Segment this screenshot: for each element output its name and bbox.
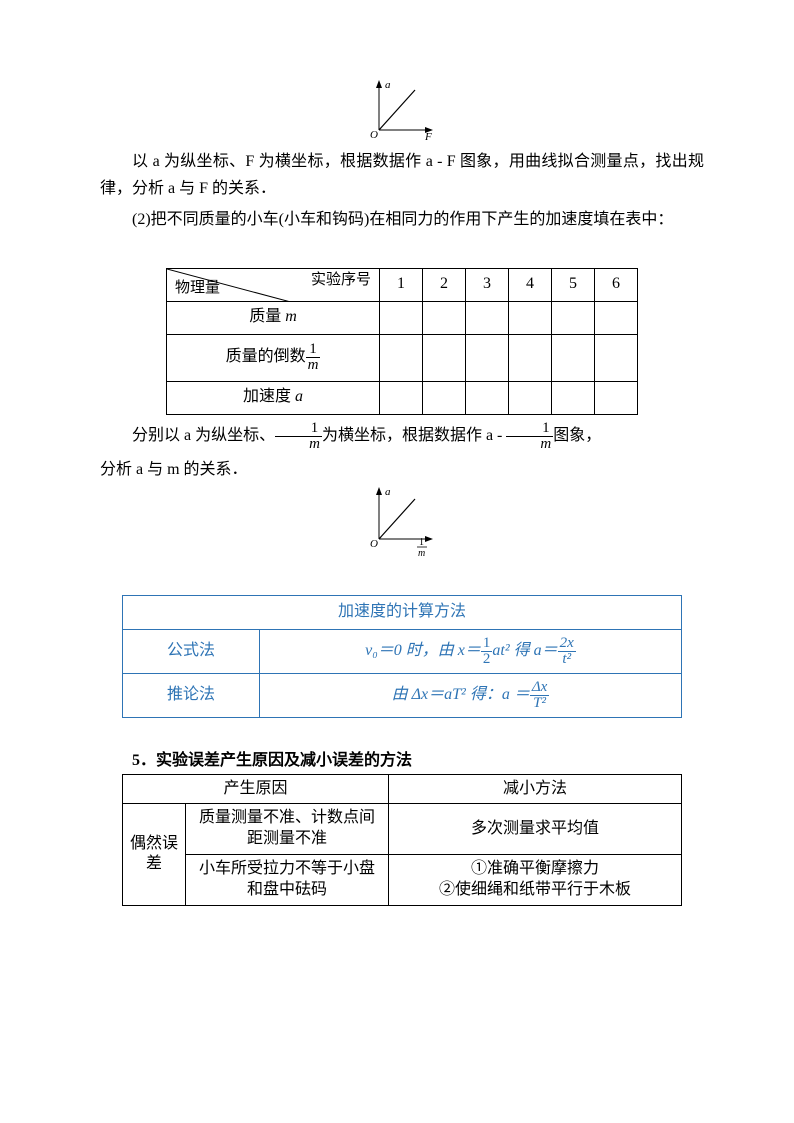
err-header-cause: 产生原因 [123, 774, 389, 804]
paragraph-1: 以 a 为纵坐标、F 为横坐标，根据数据作 a - F 图象，用曲线拟合测量点，… [100, 148, 704, 202]
col-1: 1 [380, 268, 423, 301]
svg-text:m: m [418, 548, 425, 559]
svg-text:1: 1 [419, 537, 424, 548]
err-header-reduce: 减小方法 [389, 774, 682, 804]
col-6: 6 [595, 268, 638, 301]
row-acc-label: 加速度 a [167, 381, 380, 414]
formula-method-label: 公式法 [123, 629, 260, 673]
paragraph-3: 分别以 a 为纵坐标、1m为横坐标，根据数据作 a - 1m图象， [100, 421, 704, 452]
err-reduce-1: 多次测量求平均值 [389, 804, 682, 855]
diag-top-label: 实验序号 [311, 271, 371, 291]
row-inverse-mass-label: 质量的倒数1m [167, 334, 380, 381]
graph-a-vs-1m: a O 1 m [367, 487, 437, 559]
blue-table-title: 加速度的计算方法 [123, 595, 682, 629]
inference-method-content: 由 Δx＝aT² 得：a ＝ΔxT² [260, 673, 682, 717]
graph-a-vs-f: a F O [367, 80, 437, 142]
acceleration-method-table: 加速度的计算方法 公式法 v₀＝0 时，由 x＝12at² 得 a＝2xt² 推… [122, 595, 682, 718]
axis-x-label: F [424, 131, 432, 142]
inference-method-label: 推论法 [123, 673, 260, 717]
axis-origin: O [370, 129, 378, 141]
paragraph-3b: 分析 a 与 m 的关系． [100, 456, 704, 483]
svg-text:a: a [385, 487, 391, 498]
col-2: 2 [423, 268, 466, 301]
section-5-title: 5．实验误差产生原因及减小误差的方法 [132, 746, 704, 770]
error-table: 产生原因 减小方法 偶然误差 质量测量不准、计数点间距测量不准 多次测量求平均值… [122, 774, 682, 906]
err-cause-2: 小车所受拉力不等于小盘和盘中砝码 [186, 854, 389, 905]
col-3: 3 [466, 268, 509, 301]
experiment-table: 实验序号 物理量 1 2 3 4 5 6 质量 m 质量的倒数1m 加速度 a [166, 268, 638, 415]
err-row-label: 偶然误差 [123, 804, 186, 905]
col-4: 4 [509, 268, 552, 301]
svg-text:O: O [370, 538, 378, 550]
err-reduce-2: ①准确平衡摩擦力 ②使细绳和纸带平行于木板 [389, 854, 682, 905]
diag-bot-label: 物理量 [175, 279, 220, 299]
row-mass-label: 质量 m [167, 301, 380, 334]
err-cause-1: 质量测量不准、计数点间距测量不准 [186, 804, 389, 855]
col-5: 5 [552, 268, 595, 301]
paragraph-2: (2)把不同质量的小车(小车和钩码)在相同力的作用下产生的加速度填在表中： [100, 206, 704, 233]
formula-method-content: v₀＝0 时，由 x＝12at² 得 a＝2xt² [260, 629, 682, 673]
axis-y-label: a [385, 80, 391, 91]
